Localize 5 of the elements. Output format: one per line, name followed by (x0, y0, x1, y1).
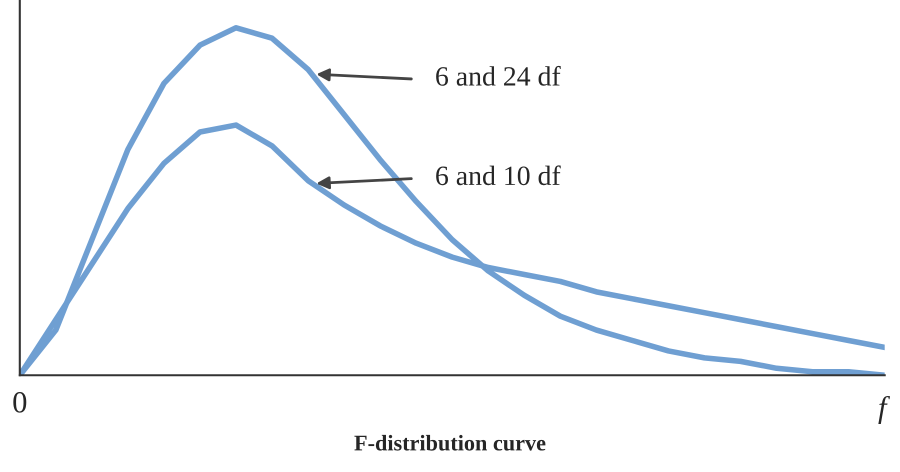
text: 0 (13, 392, 26, 413)
x-axis-title: f (878, 396, 890, 424)
text: F-distribution curve (354, 434, 546, 451)
annotation: 6 and 10 df (436, 165, 561, 186)
annotation: 6 and 24 df (436, 66, 561, 86)
